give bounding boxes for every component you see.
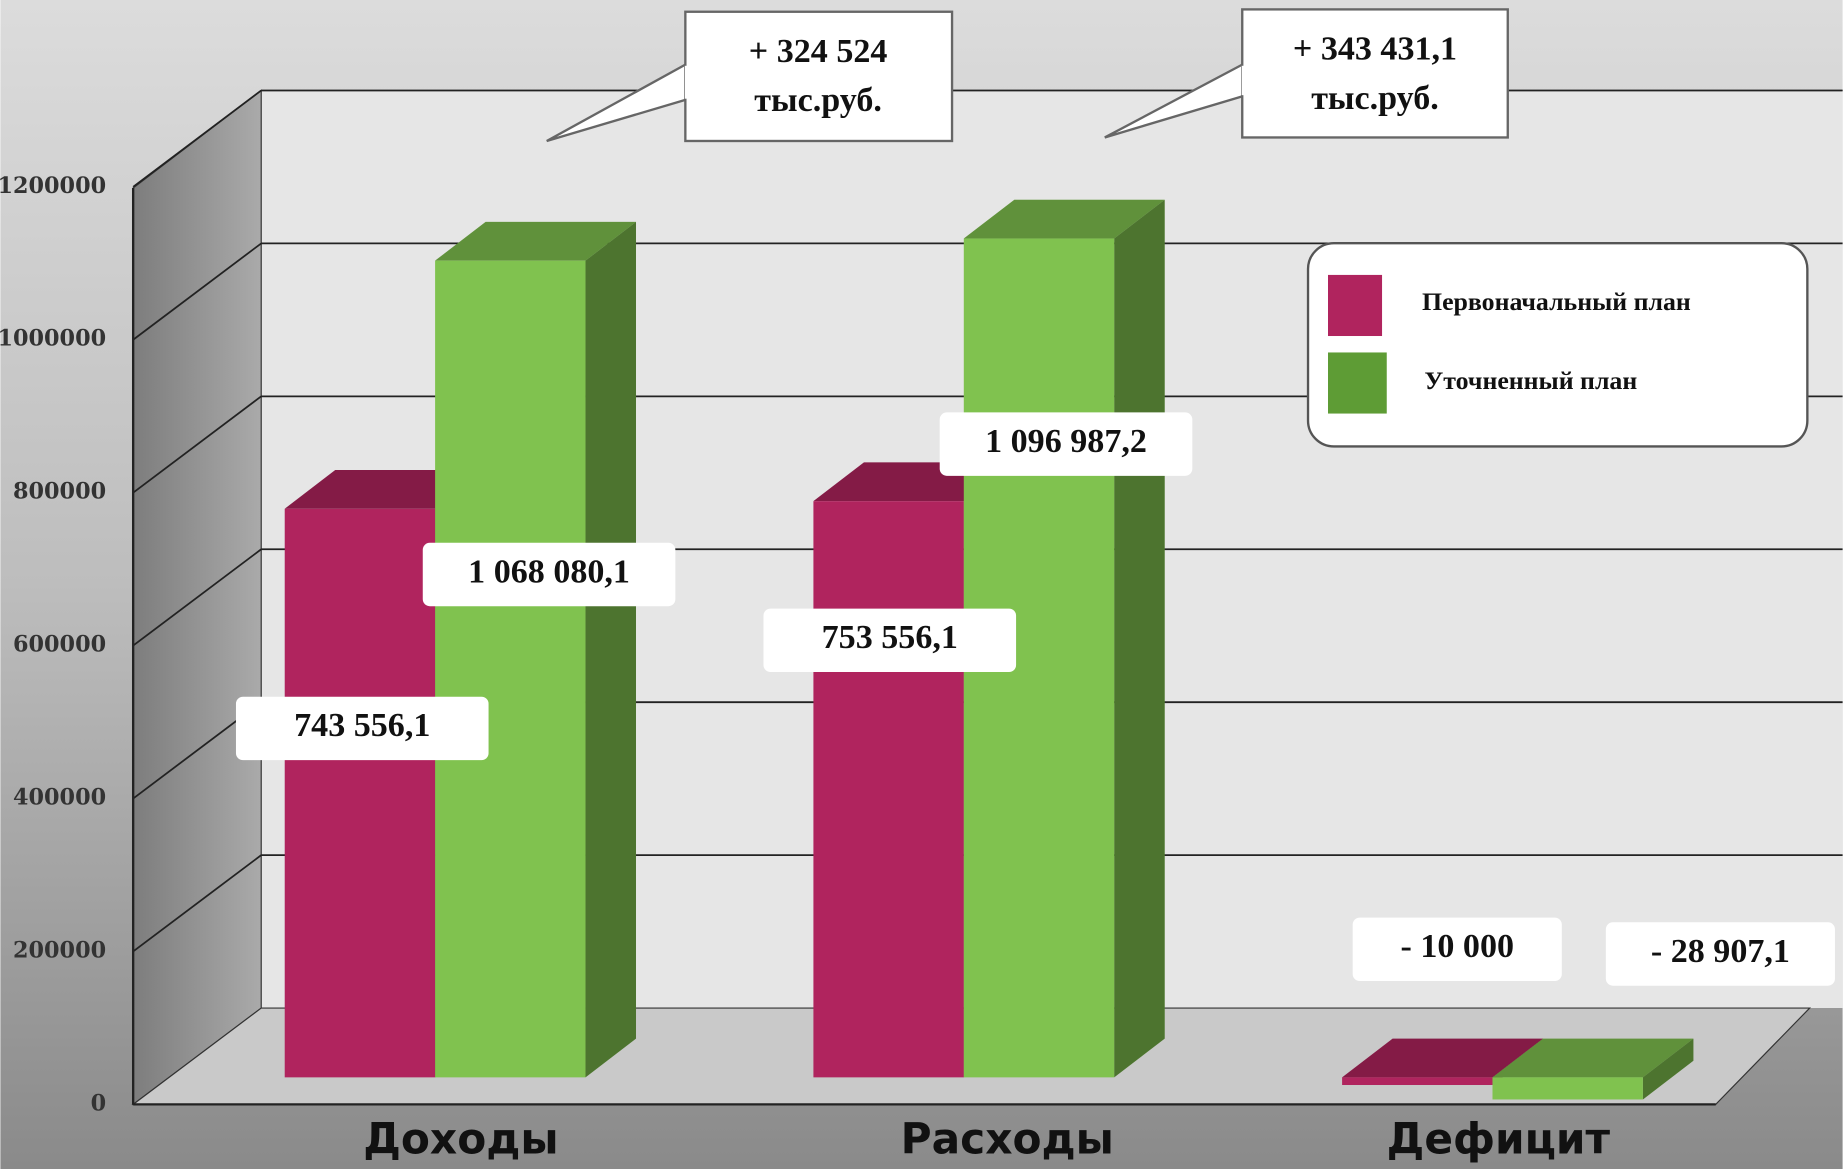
bar	[435, 261, 585, 1078]
y-tick-label: 1200000	[0, 173, 106, 199]
legend-swatch	[1328, 352, 1387, 413]
legend-label: Первоначальный план	[1422, 287, 1691, 316]
y-tick-label: 200000	[13, 937, 106, 963]
bar-side-shade	[585, 222, 636, 1077]
annotation: + 324 524	[749, 33, 888, 70]
y-tick-label: 400000	[13, 785, 106, 811]
legend: Первоначальный план Уточненный план	[1308, 243, 1807, 446]
legend-label: Уточненный план	[1424, 366, 1637, 395]
bar	[285, 509, 435, 1078]
annotation: тыс.руб.	[1311, 80, 1439, 117]
bar	[813, 501, 963, 1077]
y-tick-label: 600000	[13, 632, 106, 658]
x-tick-label: Доходы	[363, 1114, 558, 1163]
y-tick-label: 1000000	[0, 326, 106, 352]
x-tick-label: Расходы	[901, 1114, 1114, 1163]
callout-box	[1242, 9, 1508, 137]
value-label: 1 096 987,2	[985, 423, 1147, 460]
value-label: - 10 000	[1400, 928, 1514, 965]
value-label: 743 556,1	[294, 707, 430, 744]
value-label: - 28 907,1	[1651, 933, 1790, 970]
bar-side-shade	[1114, 200, 1165, 1078]
value-label: 1 068 080,1	[468, 553, 630, 590]
legend-box	[1308, 243, 1807, 446]
page: {"chart_data":{"type":"bar3d", "categori…	[0, 0, 1843, 1169]
callout-box	[685, 12, 952, 141]
annotation: + 343 431,1	[1293, 31, 1457, 68]
value-label: 753 556,1	[822, 619, 958, 656]
chart: 0 200000 400000 600000 800000 1000000 1200000 7…	[0, 0, 1843, 1169]
bar	[1492, 1077, 1642, 1099]
x-tick-label: Дефицит	[1387, 1114, 1611, 1163]
y-tick-label: 0	[91, 1090, 107, 1116]
legend-swatch	[1328, 275, 1382, 336]
annotation: тыс.руб.	[754, 82, 882, 119]
bar	[1342, 1077, 1492, 1085]
y-tick-label: 800000	[13, 479, 106, 505]
